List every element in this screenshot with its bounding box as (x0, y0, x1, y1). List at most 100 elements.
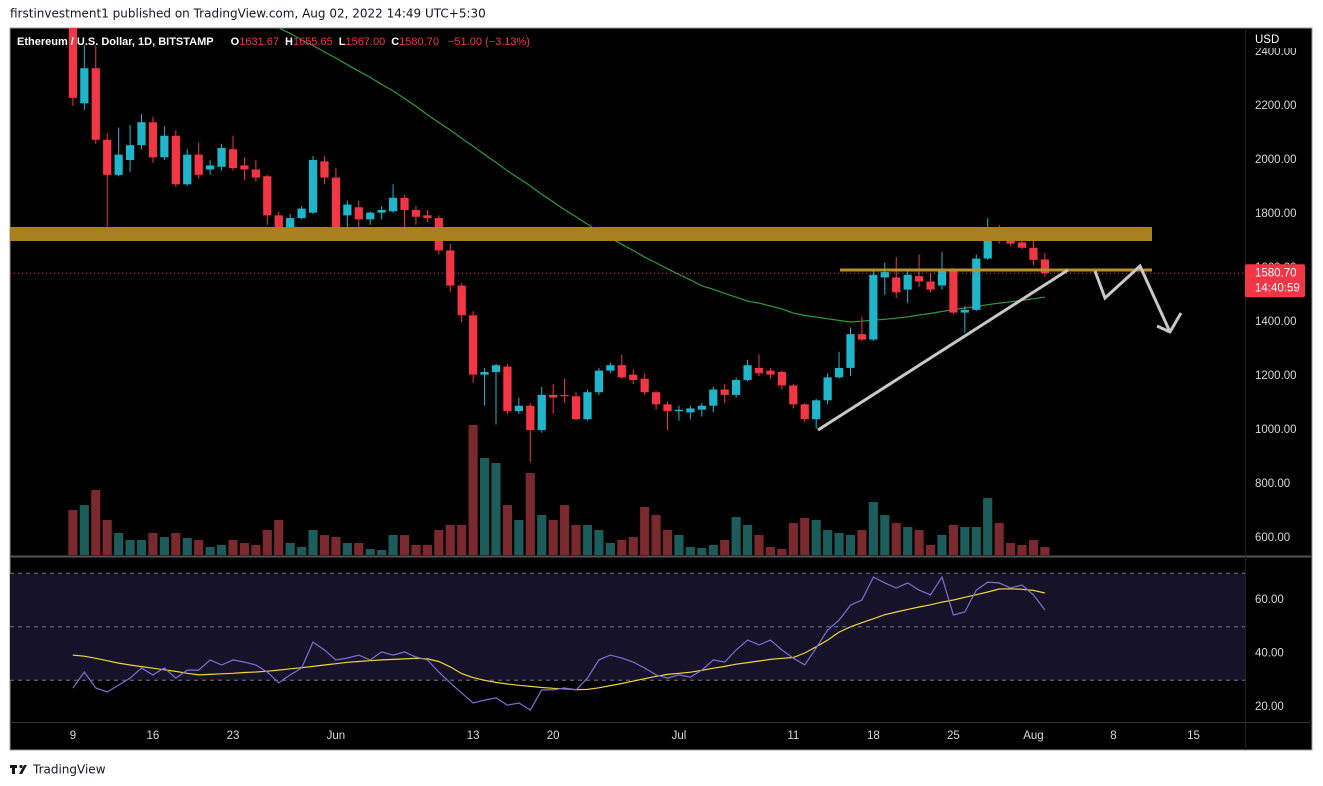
volume-bar (411, 545, 421, 555)
volume-bar (811, 520, 821, 555)
volume-bar (777, 549, 787, 555)
candle-body (983, 235, 992, 259)
candle-body (137, 122, 146, 146)
candle-body (892, 277, 901, 293)
last-price-box (1245, 264, 1305, 298)
rsi-background (10, 572, 1245, 681)
volume-bar (102, 520, 112, 555)
volume-bar (216, 545, 227, 555)
candle-body (903, 274, 912, 290)
legend-ohlc-value: 1631.67 (239, 36, 279, 48)
candle-body (960, 309, 969, 313)
candle-body (1006, 238, 1015, 244)
candle-body (423, 215, 432, 219)
x-tick-label: 8 (1110, 730, 1116, 742)
candle-body (789, 385, 798, 405)
candle-body (914, 276, 924, 282)
volume-bar (651, 515, 661, 555)
legend-ohlc: O1631.67 H1655.65 L1567.00 C1580.70 (231, 36, 439, 48)
candle-body (194, 154, 203, 175)
candle-body (228, 149, 238, 169)
candle-body (537, 394, 546, 430)
volume-bar (502, 505, 513, 555)
legend-ohlc-value: 1567.00 (345, 36, 385, 48)
y-tick-label: 1800.00 (1255, 208, 1297, 220)
legend-ohlc-label: H (285, 36, 293, 48)
volume-bar (628, 537, 638, 555)
volume-layer (68, 425, 1050, 555)
candle-body (503, 366, 512, 412)
volume-bar (114, 533, 124, 555)
candle-body (823, 377, 832, 401)
moving-average (277, 28, 1045, 323)
legend-title: Ethereum / U.S. Dollar, 1D, BITSTAMP (17, 36, 214, 48)
volume-bar (354, 543, 364, 555)
candle-body (560, 394, 569, 397)
volume-bar (1017, 545, 1027, 555)
brand: TradingView (32, 763, 106, 777)
volume-bar (457, 525, 467, 555)
volume-bar (857, 530, 867, 555)
x-tick-label: 13 (467, 730, 480, 742)
candle-body (160, 135, 169, 158)
candle-body (251, 169, 260, 178)
volume-bar (765, 547, 776, 555)
volume-bar (548, 520, 558, 555)
y-tick-label: 1000.00 (1255, 424, 1297, 436)
x-tick-label: 9 (70, 730, 76, 742)
volume-bar (640, 507, 650, 555)
volume-bar (685, 547, 695, 555)
volume-bar (1040, 547, 1050, 555)
volume-bar (800, 518, 810, 555)
candle-body (743, 365, 752, 381)
volume-bar (754, 535, 764, 555)
volume-bar (388, 535, 398, 555)
volume-bar (239, 543, 249, 555)
volume-bar (788, 523, 798, 555)
candle-body (777, 371, 786, 386)
candle-body (617, 365, 626, 378)
candle-body (274, 215, 283, 236)
candle-body (949, 270, 958, 313)
candle-body (972, 258, 981, 310)
x-tick-label: 25 (947, 730, 960, 742)
volume-bar (868, 502, 878, 555)
volume-bar (434, 530, 444, 555)
candle-body (629, 374, 638, 381)
candle-body (125, 145, 135, 161)
volume-bar (1006, 543, 1016, 555)
candle-body (594, 370, 604, 393)
legend-ohlc-value: 1655.65 (293, 36, 333, 48)
candle-body (457, 285, 466, 316)
arrow-head (1156, 312, 1183, 334)
candle-body (1029, 247, 1038, 260)
candle-body (834, 367, 844, 378)
volume-bar (479, 458, 490, 555)
x-tick-label: Jun (327, 730, 346, 742)
candle-body (732, 380, 741, 395)
candle-body (68, 28, 78, 98)
volume-bar (925, 545, 936, 555)
volume-bar (571, 525, 581, 555)
candle-body (766, 370, 775, 375)
candle-body (491, 365, 501, 372)
candle-body (800, 404, 809, 420)
candle-body (240, 165, 249, 170)
volume-bar (697, 548, 707, 555)
candle-body (937, 270, 947, 286)
volume-bar (948, 525, 958, 555)
candle-body (880, 272, 889, 278)
candle-body (606, 365, 615, 371)
volume-bar (605, 543, 615, 555)
volume-bar (125, 540, 135, 555)
legend-ohlc-label: C (391, 36, 399, 48)
x-tick-label: 15 (1187, 730, 1200, 742)
candle-body (583, 392, 592, 420)
volume-bar (742, 525, 753, 555)
volume-bar (468, 425, 478, 555)
rsi-tick-label: 60.00 (1255, 594, 1284, 606)
volume-bar (308, 530, 318, 555)
volume-bar (205, 547, 215, 555)
countdown-label: 14:40:59 (1255, 282, 1300, 294)
